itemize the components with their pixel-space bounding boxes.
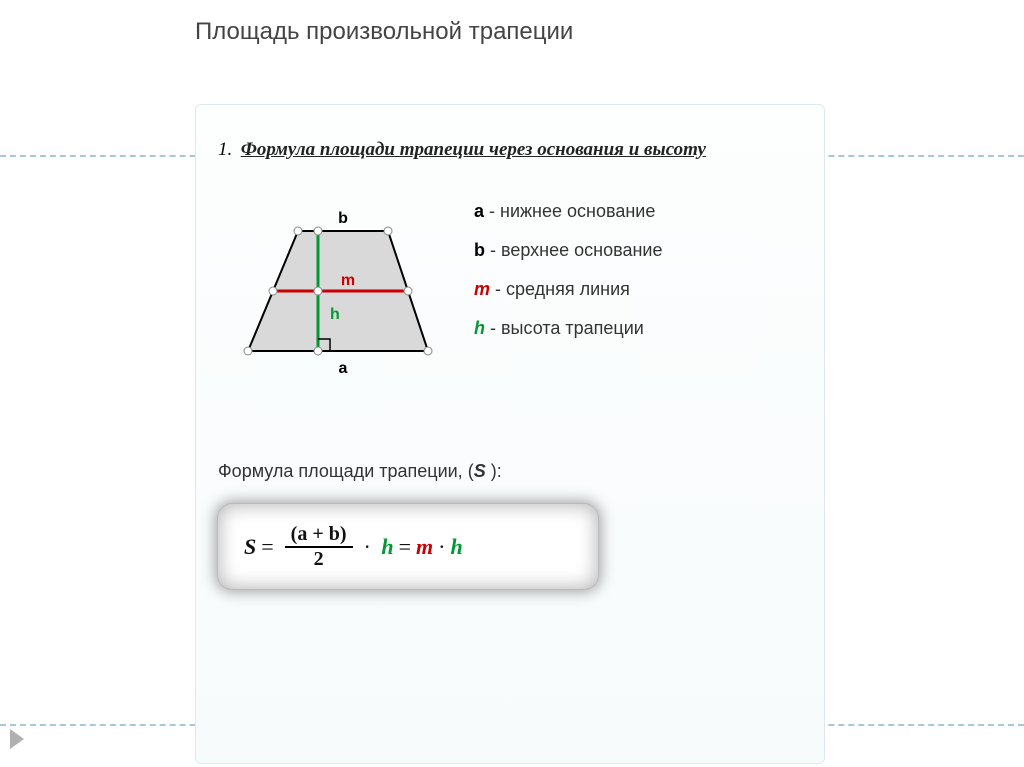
section-heading-text: Формула площади трапеции через основания…	[241, 139, 706, 160]
formula-caption-prefix: Формула площади трапеции, (	[218, 461, 474, 481]
formula-plus: +	[307, 523, 328, 545]
label-h: h	[330, 306, 340, 323]
legend-h: h - высота трапеции	[474, 318, 662, 339]
formula-fraction: (a + b) 2	[285, 523, 353, 571]
formula-eq1: =	[261, 534, 273, 560]
formula-a: a	[297, 523, 307, 545]
legend-a-text: - нижнее основание	[484, 201, 655, 221]
legend: a - нижнее основание b - верхнее основан…	[474, 201, 662, 357]
section-heading: 1. Формула площади трапеции через основа…	[218, 133, 802, 167]
label-b: b	[338, 210, 348, 227]
legend-b-text: - верхнее основание	[485, 240, 662, 260]
legend-m-var: m	[474, 279, 490, 299]
formula-caption: Формула площади трапеции, (S ):	[218, 461, 802, 482]
content-panel: 1. Формула площади трапеции через основа…	[195, 104, 825, 764]
legend-h-text: - высота трапеции	[485, 318, 644, 338]
diagram-row: b a m h a - нижнее основание b - верхнее…	[218, 201, 802, 396]
page-title: Площадь произвольной трапеции	[195, 18, 573, 46]
formula-rparen: )	[340, 523, 347, 545]
formula-h: h	[381, 534, 393, 560]
formula-b: b	[329, 523, 340, 545]
formula-eq2: =	[399, 534, 411, 560]
formula-caption-var: S	[474, 461, 486, 481]
formula-caption-suffix: ):	[486, 461, 502, 481]
legend-m-text: - средняя линия	[490, 279, 630, 299]
formula-dot1: ·	[364, 534, 371, 560]
trapezoid-diagram: b a m h	[218, 201, 458, 396]
play-icon[interactable]	[10, 729, 24, 749]
label-a: a	[339, 360, 348, 377]
formula-S: S	[244, 534, 256, 560]
formula-h2: h	[451, 534, 463, 560]
formula-dot2: ·	[438, 534, 445, 560]
legend-a: a - нижнее основание	[474, 201, 662, 222]
legend-h-var: h	[474, 318, 485, 338]
formula-box: S = (a + b) 2 · h = m · h	[218, 504, 598, 589]
formula-two: 2	[308, 548, 330, 571]
legend-m: m - средняя линия	[474, 279, 662, 300]
legend-b-var: b	[474, 240, 485, 260]
section-number: 1.	[218, 139, 232, 160]
formula-m: m	[416, 534, 433, 560]
label-m: m	[341, 272, 355, 289]
legend-a-var: a	[474, 201, 484, 221]
legend-b: b - верхнее основание	[474, 240, 662, 261]
